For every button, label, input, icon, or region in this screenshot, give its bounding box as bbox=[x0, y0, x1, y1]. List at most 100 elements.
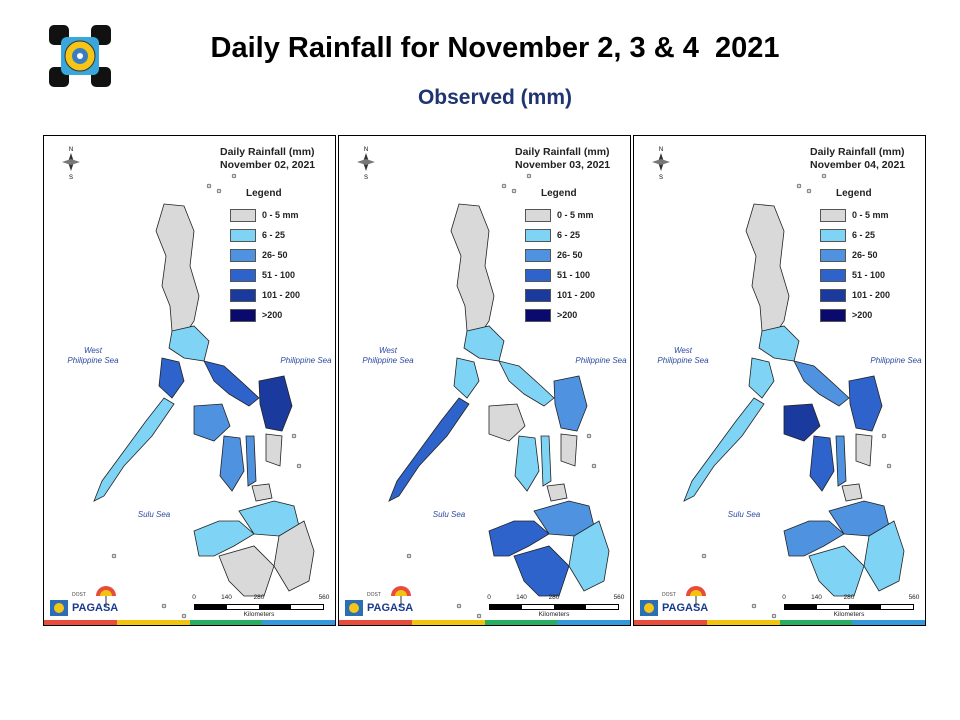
legend-swatch bbox=[820, 208, 846, 222]
region-cebu bbox=[245, 435, 257, 487]
legend-label: 51 - 100 bbox=[557, 270, 591, 280]
legend-swatch bbox=[820, 288, 846, 302]
legend-label: 0 - 5 mm bbox=[557, 210, 594, 220]
pagasa-small-text: DOST bbox=[662, 592, 676, 598]
legend-item: >200 bbox=[820, 305, 890, 325]
islet bbox=[701, 553, 707, 559]
stripe-segment bbox=[484, 620, 558, 625]
legend-item: 26- 50 bbox=[525, 245, 595, 265]
islet bbox=[231, 173, 237, 179]
legend-swatch bbox=[525, 208, 551, 222]
map-heading-title: Daily Rainfall (mm) bbox=[220, 146, 315, 158]
region-bicol bbox=[498, 360, 555, 407]
legend-swatch bbox=[525, 308, 551, 322]
islet bbox=[886, 463, 892, 469]
scale-tick: 140 bbox=[221, 594, 232, 601]
legend-swatch bbox=[525, 228, 551, 242]
map-panel-nov-03: N S Daily Rainfall (mm) November 03, 202… bbox=[338, 135, 631, 626]
scale-tick: 280 bbox=[253, 594, 265, 601]
legend-item: 0 - 5 mm bbox=[820, 205, 890, 225]
philippines-map bbox=[93, 173, 315, 619]
islet bbox=[181, 613, 187, 619]
islet bbox=[406, 553, 412, 559]
scale-tick: 0 bbox=[487, 594, 491, 601]
region-zambo bbox=[193, 520, 255, 557]
region-palawan bbox=[388, 397, 470, 502]
islet bbox=[591, 463, 597, 469]
scale-bar: 0 140 280 560 Kilometers bbox=[192, 594, 329, 618]
stripe-segment bbox=[339, 620, 412, 625]
legend-label: 0 - 5 mm bbox=[852, 210, 889, 220]
legend-label: 101 - 200 bbox=[262, 290, 301, 300]
legend-item: >200 bbox=[230, 305, 300, 325]
pagasa-logo: DOST PAGASA bbox=[638, 586, 708, 620]
stripe-segment bbox=[852, 620, 925, 625]
scale-bar: 0 140 280 560 Kilometers bbox=[782, 594, 919, 618]
legend-label: 101 - 200 bbox=[557, 290, 596, 300]
philippine-sea-label: Philippine Sea bbox=[280, 356, 332, 365]
stripe-segment bbox=[262, 620, 335, 625]
region-palawan bbox=[93, 397, 175, 502]
legend-item: 0 - 5 mm bbox=[525, 205, 595, 225]
islet bbox=[586, 433, 592, 439]
region-cebu bbox=[835, 435, 847, 487]
stripe-segment bbox=[44, 620, 117, 625]
page-subtitle: Observed (mm) bbox=[417, 86, 573, 109]
legend-item: 26- 50 bbox=[230, 245, 300, 265]
legend-swatch bbox=[820, 248, 846, 262]
region-mindanao-west bbox=[808, 545, 865, 597]
legend-swatch bbox=[525, 288, 551, 302]
islet bbox=[296, 463, 302, 469]
region-zambo bbox=[783, 520, 845, 557]
pagasa-emblem-icon bbox=[345, 586, 411, 616]
scale-tick: 140 bbox=[516, 594, 527, 601]
legend-item: 6 - 25 bbox=[525, 225, 595, 245]
region-luzon-central bbox=[758, 325, 800, 362]
scale-tick: 280 bbox=[548, 594, 560, 601]
region-mindanao-east bbox=[568, 520, 610, 592]
legend-swatch bbox=[525, 248, 551, 262]
region-bicol bbox=[203, 360, 260, 407]
legend-label: 26- 50 bbox=[262, 250, 288, 260]
svg-text:S: S bbox=[364, 175, 368, 180]
scale-unit: Kilometers bbox=[243, 611, 275, 618]
legend: Legend 0 - 5 mm 6 - 25 26- 50 51 - 100 101 -… bbox=[230, 188, 300, 325]
legend-label: 6 - 25 bbox=[262, 230, 286, 240]
legend-item: 101 - 200 bbox=[525, 285, 595, 305]
region-luzon-north bbox=[450, 203, 495, 337]
legend-label: 51 - 100 bbox=[262, 270, 296, 280]
legend-swatch bbox=[230, 288, 256, 302]
pagasa-emblem-icon bbox=[640, 586, 706, 616]
region-panay bbox=[488, 403, 526, 442]
legend: Legend 0 - 5 mm 6 - 25 26- 50 51 - 100 101 -… bbox=[525, 188, 595, 325]
region-bohol bbox=[251, 483, 273, 502]
islet bbox=[216, 188, 222, 194]
pagasa-small-text: DOST bbox=[72, 592, 86, 598]
pagasa-wordmark: PAGASA bbox=[72, 602, 119, 614]
islet bbox=[806, 188, 812, 194]
legend-item: 6 - 25 bbox=[820, 225, 890, 245]
legend-item: 51 - 100 bbox=[820, 265, 890, 285]
islet bbox=[456, 603, 462, 609]
islet bbox=[511, 188, 517, 194]
north-arrow-icon: N S bbox=[652, 147, 670, 180]
region-bicol bbox=[793, 360, 850, 407]
legend-item: 26- 50 bbox=[820, 245, 890, 265]
stripe-segment bbox=[189, 620, 263, 625]
scale-tick: 0 bbox=[782, 594, 786, 601]
legend-item: 101 - 200 bbox=[820, 285, 890, 305]
scale-tick: 560 bbox=[613, 594, 625, 601]
islet bbox=[291, 433, 297, 439]
legend: Legend 0 - 5 mm 6 - 25 26- 50 51 - 100 101 -… bbox=[820, 188, 890, 325]
stripe-segment bbox=[557, 620, 630, 625]
islet bbox=[751, 603, 757, 609]
west-philippine-sea-label: West Philippine Sea bbox=[362, 346, 414, 365]
region-mindanao-west bbox=[218, 545, 275, 597]
region-luzon-north bbox=[745, 203, 790, 337]
philippines-map bbox=[388, 173, 610, 619]
legend-label: >200 bbox=[262, 310, 283, 320]
pagasa-small-text: DOST bbox=[367, 592, 381, 598]
pagasa-wordmark: PAGASA bbox=[662, 602, 709, 614]
region-leyte bbox=[855, 433, 873, 467]
legend-item: 6 - 25 bbox=[230, 225, 300, 245]
